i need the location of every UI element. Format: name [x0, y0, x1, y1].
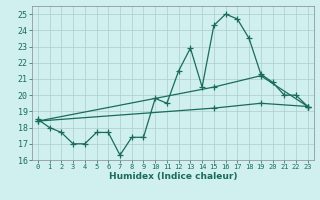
X-axis label: Humidex (Indice chaleur): Humidex (Indice chaleur) — [108, 172, 237, 181]
